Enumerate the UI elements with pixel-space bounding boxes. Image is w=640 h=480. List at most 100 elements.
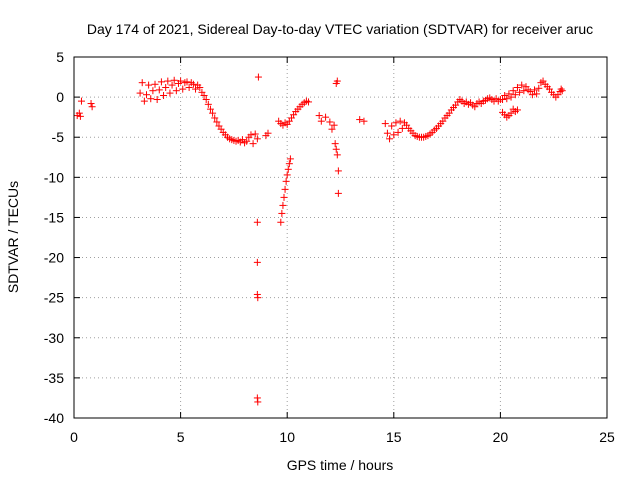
data-point: [253, 258, 261, 266]
data-point: [153, 96, 161, 104]
data-point: [76, 112, 84, 120]
data-point: [247, 131, 255, 139]
y-tick-label: 0: [56, 89, 64, 105]
data-point: [305, 98, 313, 106]
data-point: [334, 189, 342, 197]
data-point: [285, 160, 293, 168]
data-point: [206, 105, 214, 113]
data-point: [189, 80, 197, 88]
data-point: [328, 125, 336, 133]
y-tick-label: -15: [44, 209, 64, 225]
data-point: [507, 109, 515, 117]
data-point: [513, 83, 521, 91]
data-point: [518, 81, 526, 89]
data-point: [179, 85, 187, 93]
data-point: [209, 109, 217, 117]
data-point: [558, 87, 566, 95]
data-point: [140, 97, 148, 105]
data-point: [200, 92, 208, 100]
x-tick-label: 0: [70, 429, 78, 445]
data-point: [172, 87, 180, 95]
data-point: [168, 81, 176, 89]
data-point: [264, 129, 272, 137]
data-point: [147, 95, 155, 103]
data-point: [88, 103, 96, 111]
data-point: [315, 112, 323, 120]
y-tick-label: -25: [44, 290, 64, 306]
data-point: [330, 121, 338, 129]
data-point: [136, 89, 144, 97]
data-point: [326, 118, 334, 126]
data-point: [356, 116, 364, 124]
data-point: [251, 130, 259, 138]
data-point: [155, 86, 163, 94]
data-point: [396, 117, 404, 125]
data-point: [286, 155, 294, 163]
x-tick-label: 15: [386, 429, 402, 445]
data-point: [280, 193, 288, 201]
data-point: [513, 106, 521, 114]
data-points: [73, 73, 566, 406]
data-point: [332, 145, 340, 153]
chart-title: Day 174 of 2021, Sidereal Day-to-day VTE…: [87, 21, 593, 37]
data-point: [77, 97, 85, 105]
y-tick-label: -5: [52, 129, 65, 145]
data-point: [394, 128, 402, 136]
axis-ticks: 0 5 10 15 20 25 5 0 -5 -10 -15 -20 -25 -30 -35 -40: [44, 49, 615, 445]
y-tick-label: -35: [44, 370, 64, 386]
data-point: [75, 109, 83, 117]
data-point: [388, 122, 396, 130]
data-point: [390, 131, 398, 139]
data-point: [254, 73, 262, 81]
data-point: [213, 118, 221, 126]
data-point: [211, 114, 219, 122]
data-point: [170, 76, 178, 84]
data-point: [284, 165, 292, 173]
data-point: [253, 218, 261, 226]
data-point: [157, 78, 165, 86]
grid: [74, 57, 607, 418]
data-point: [254, 398, 262, 406]
data-point: [516, 88, 524, 96]
plot-frame: [73, 56, 608, 419]
data-point: [383, 129, 391, 137]
data-point: [557, 85, 565, 93]
x-tick-label: 10: [279, 429, 295, 445]
data-point: [204, 100, 212, 108]
data-point: [533, 90, 541, 98]
data-point: [185, 83, 193, 91]
data-point: [317, 117, 325, 125]
data-point: [528, 91, 536, 99]
y-tick-label: -30: [44, 330, 64, 346]
data-point: [278, 209, 286, 217]
data-point: [277, 218, 285, 226]
data-point: [282, 177, 290, 185]
data-point: [520, 87, 528, 95]
data-point: [507, 93, 515, 101]
data-point: [249, 140, 257, 148]
data-point: [511, 91, 519, 99]
x-tick-label: 5: [177, 429, 185, 445]
data-point: [509, 87, 517, 95]
y-axis-label: SDTVAR / TECUs: [5, 181, 21, 293]
data-point: [87, 100, 95, 108]
data-point: [196, 83, 204, 91]
x-axis-label: GPS time / hours: [287, 457, 394, 473]
data-point: [183, 78, 191, 86]
data-point: [177, 77, 185, 85]
data-point: [166, 89, 174, 97]
data-point: [279, 201, 287, 209]
data-point: [283, 171, 291, 179]
data-point: [531, 86, 539, 94]
data-point: [243, 137, 251, 145]
data-point: [162, 83, 170, 91]
data-point: [202, 96, 210, 104]
y-tick-label: -10: [44, 169, 64, 185]
data-point: [253, 135, 261, 143]
data-point: [333, 77, 341, 85]
data-point: [499, 96, 507, 104]
data-point: [149, 87, 157, 95]
data-point: [322, 113, 330, 121]
x-tick-label: 20: [493, 429, 509, 445]
data-point: [151, 80, 159, 88]
